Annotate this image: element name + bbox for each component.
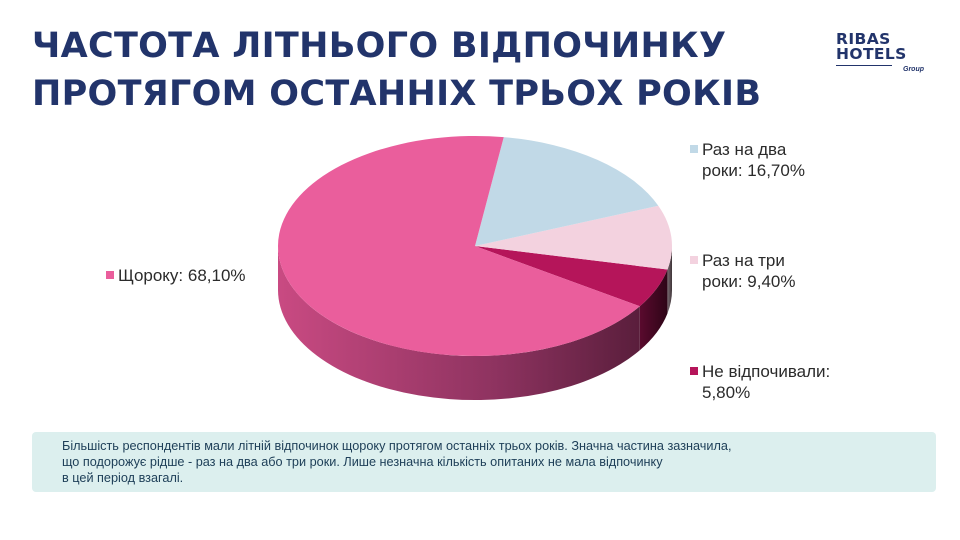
summary-note-line3: в цей період взагалі. [62, 471, 184, 485]
page-title: Частота літнього відпочинку протягом ост… [32, 26, 762, 114]
summary-note-line1: Більшість респондентів мали літній відпо… [62, 439, 732, 453]
legend-swatch-three-years [690, 256, 698, 264]
logo-line-ribas: RIBAS [836, 30, 891, 48]
legend-label-three-years: Раз на три роки: 9,40% [702, 250, 796, 292]
legend-label-none: Не відпочивали: 5,80% [702, 361, 830, 403]
logo-underline [836, 65, 892, 66]
legend-two-years-line2: роки: 16,70% [702, 161, 805, 180]
legend-swatch-two-years [690, 145, 698, 153]
legend-swatch-none [690, 367, 698, 375]
logo-line-hotels: HOTELS [836, 45, 907, 63]
pie-side-three-years [667, 246, 672, 314]
pie-sides [278, 246, 672, 400]
summary-note-line2: що подорожує рідше - раз на два або три … [62, 455, 663, 469]
pie-tops [277, 135, 672, 356]
legend-two-years-line1: Раз на два [702, 140, 787, 159]
logo-line-group: Group [903, 66, 924, 73]
summary-note: Більшість респондентів мали літній відпо… [32, 432, 936, 492]
legend-three-years-line2: роки: 9,40% [702, 272, 796, 291]
legend-none-line2: 5,80% [702, 383, 751, 402]
pie-slice-three-years [475, 205, 672, 270]
legend-swatch-annual [106, 271, 114, 279]
pie-slice-annual [277, 135, 640, 356]
pie-side-none [639, 269, 668, 351]
legend-label-annual: Щороку: 68,10% [118, 266, 246, 285]
pie-slice-two-years [475, 137, 659, 246]
pie-side-annual [278, 246, 640, 400]
legend-label-two-years: Раз на два роки: 16,70% [702, 139, 805, 181]
legend-none-line1: Не відпочивали: [702, 362, 831, 381]
pie-slice-none [475, 246, 668, 307]
legend-three-years-line1: Раз на три [702, 251, 785, 270]
ribas-hotels-logo: RIBAS HOTELS Group [836, 30, 928, 73]
